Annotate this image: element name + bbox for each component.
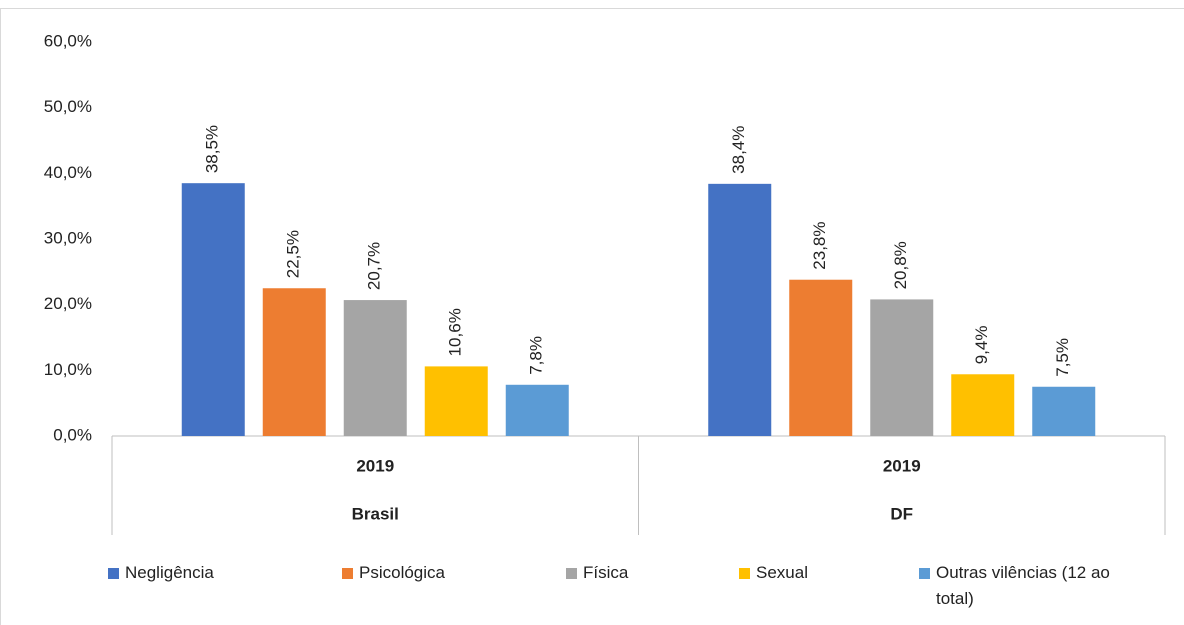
legend-item: Outras vilências (12 ao total): [919, 560, 1119, 612]
data-label: 10,6%: [446, 308, 465, 356]
y-tick-label: 60,0%: [44, 31, 92, 50]
y-tick-label: 40,0%: [44, 163, 92, 182]
data-label: 38,5%: [203, 125, 222, 173]
legend-item: Psicológica: [342, 560, 445, 586]
legend-swatch: [342, 568, 353, 579]
legend-label: Sexual: [756, 563, 808, 582]
legend-label: Física: [583, 563, 629, 582]
data-label: 7,8%: [527, 336, 546, 375]
bar: [181, 183, 245, 436]
y-tick-label: 50,0%: [44, 97, 92, 116]
bar: [343, 300, 407, 436]
x-tick-label: Brasil: [352, 504, 399, 523]
legend-item: Sexual: [739, 560, 808, 586]
bar: [262, 288, 326, 436]
bar: [424, 366, 488, 436]
x-tick-label: DF: [890, 504, 913, 523]
legend: Negligência Psicológica Física Sexual Outras…: [0, 560, 1184, 620]
y-tick-label: 0,0%: [53, 425, 92, 444]
data-label: 20,8%: [891, 241, 910, 289]
legend-swatch: [566, 568, 577, 579]
legend-label: Negligência: [125, 563, 214, 582]
x-year-label: 2019: [883, 456, 921, 475]
legend-swatch: [108, 568, 119, 579]
bar: [1032, 386, 1096, 436]
data-label: 7,5%: [1053, 338, 1072, 377]
data-label: 20,7%: [365, 242, 384, 290]
data-label: 38,4%: [729, 126, 748, 174]
bar: [870, 299, 934, 436]
x-year-label: 2019: [356, 456, 394, 475]
bar: [505, 384, 569, 436]
data-label: 9,4%: [972, 326, 991, 365]
chart-border: [0, 8, 1184, 625]
legend-swatch: [919, 568, 930, 579]
y-tick-label: 20,0%: [44, 294, 92, 313]
bar: [708, 183, 772, 436]
y-tick-label: 10,0%: [44, 360, 92, 379]
bar: [789, 279, 853, 436]
y-tick-label: 30,0%: [44, 228, 92, 247]
data-label: 22,5%: [284, 230, 303, 278]
legend-label: Outras vilências (12 ao total): [936, 563, 1110, 608]
legend-item: Negligência: [108, 560, 214, 586]
data-label: 23,8%: [810, 222, 829, 270]
legend-label: Psicológica: [359, 563, 445, 582]
legend-swatch: [739, 568, 750, 579]
legend-item: Física: [566, 560, 628, 586]
bar: [951, 374, 1015, 436]
